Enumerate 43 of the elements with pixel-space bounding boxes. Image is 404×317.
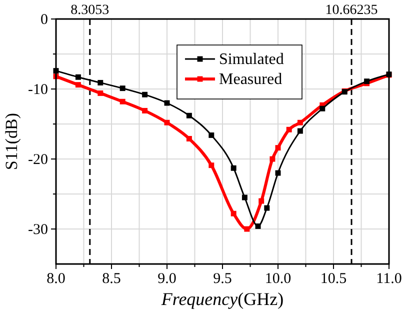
point	[297, 120, 303, 126]
point	[230, 210, 236, 216]
ref-line-label: 8.3053	[70, 3, 110, 18]
x-tick-label: 8.0	[46, 271, 66, 287]
point	[258, 198, 264, 204]
point	[297, 128, 303, 134]
point	[164, 120, 170, 126]
legend-label: Measured	[219, 71, 282, 88]
point	[120, 86, 126, 92]
x-tick-label: 9.5	[213, 271, 232, 287]
point	[275, 145, 281, 151]
ref-line-label: 10.66235	[325, 3, 378, 18]
point	[244, 226, 250, 232]
point	[75, 82, 81, 88]
point	[270, 156, 276, 162]
x-tick-label: 10.5	[320, 271, 347, 287]
point	[98, 80, 104, 86]
point	[255, 223, 261, 229]
point	[242, 194, 248, 200]
point	[208, 132, 214, 138]
point	[142, 108, 148, 114]
y-tick-label: 0	[40, 12, 48, 28]
point	[208, 162, 214, 168]
point	[142, 92, 148, 98]
point	[75, 74, 81, 80]
x-tick-label: 8.5	[102, 271, 121, 287]
point	[286, 126, 292, 132]
x-tick-label: 9.0	[158, 271, 176, 287]
point	[264, 205, 270, 211]
legend-label: Simulated	[219, 51, 284, 68]
point	[120, 98, 126, 104]
x-axis-title: Frequency(GHz)	[160, 289, 284, 309]
point	[186, 136, 192, 142]
y-tick-label: -20	[28, 152, 48, 168]
point	[320, 106, 326, 112]
y-tick-label: -10	[28, 82, 48, 98]
point	[98, 90, 104, 96]
y-tick-label: -30	[28, 222, 48, 238]
x-tick-label: 11.0	[376, 271, 402, 287]
point	[230, 165, 236, 171]
point	[186, 112, 192, 118]
y-axis-title: S11(dB)	[2, 113, 21, 170]
x-tick-label: 10.0	[264, 271, 292, 287]
